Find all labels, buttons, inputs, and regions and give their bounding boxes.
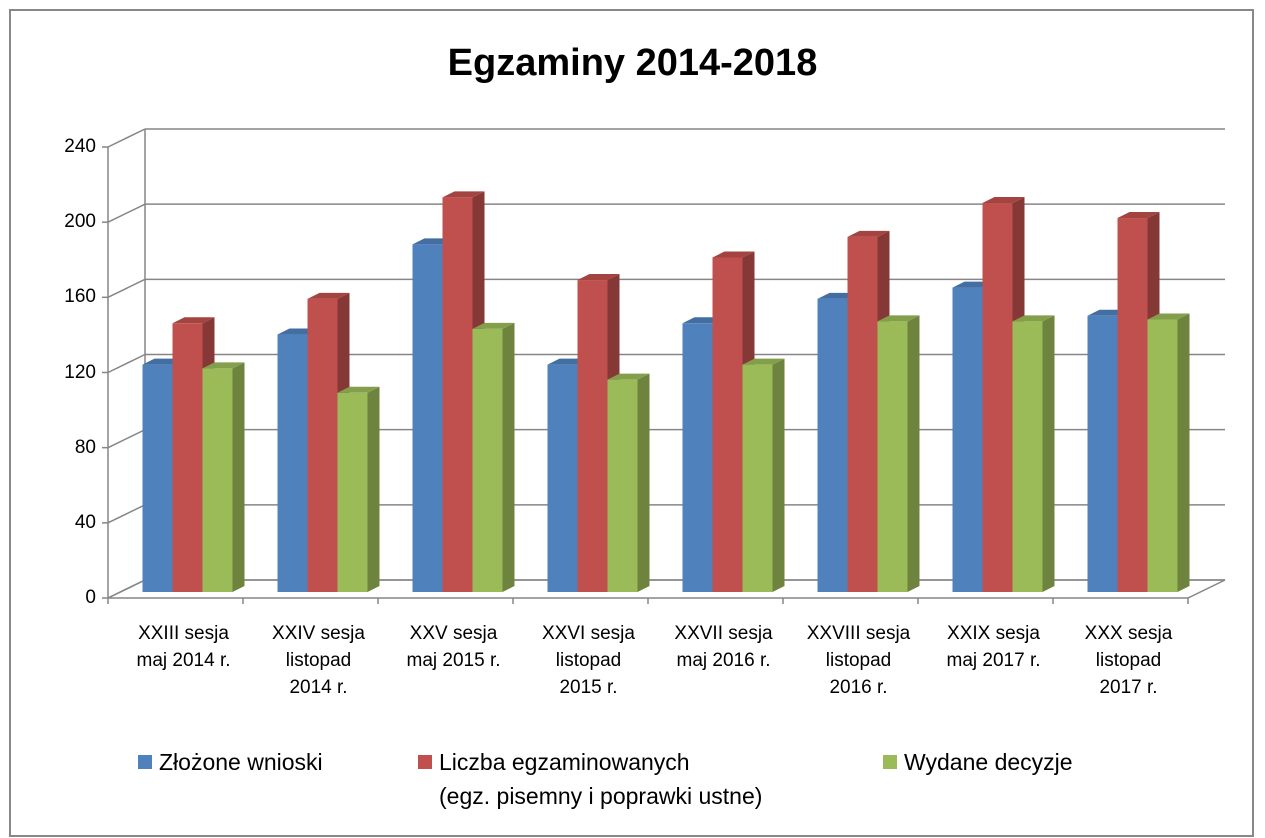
bar: [1012, 321, 1043, 592]
bar-top: [472, 322, 515, 329]
bar: [472, 328, 503, 592]
bar-top: [607, 373, 650, 380]
bar-top: [877, 315, 920, 322]
legend-swatch: [418, 755, 432, 769]
grid-diagonal: [107, 353, 146, 374]
bar: [442, 197, 473, 592]
bar: [952, 287, 983, 592]
bar: [307, 298, 338, 592]
bar: [742, 364, 773, 592]
bar: [877, 321, 908, 592]
bar-side: [1177, 313, 1190, 592]
bar-top: [742, 358, 785, 365]
bar-top: [712, 251, 755, 258]
bar-side: [637, 373, 650, 592]
grid-diagonal: [107, 428, 146, 449]
bar: [682, 323, 713, 592]
bar: [202, 368, 233, 592]
x-tick-label: XXX sesja listopad 2017 r.: [1084, 623, 1173, 698]
legend-label: Wydane decyzje: [904, 749, 1073, 775]
bar-top: [1147, 313, 1190, 320]
bar-side: [502, 322, 515, 592]
bar-side: [1042, 315, 1055, 592]
grid-diagonal: [107, 128, 146, 148]
legend-swatch: [138, 755, 152, 769]
bar-top: [577, 274, 620, 281]
bar: [712, 257, 743, 592]
bar: [577, 280, 608, 592]
bar-side: [367, 386, 380, 592]
x-tick-label: XXVI sesja listopad 2015 r.: [542, 623, 635, 698]
chart-title: Egzaminy 2014-2018: [447, 42, 818, 84]
y-tick-label: 0: [85, 587, 96, 608]
y-tick-label: 120: [64, 361, 96, 383]
y-tick-label: 200: [64, 211, 96, 233]
bar: [607, 379, 638, 592]
bar: [1147, 319, 1178, 592]
bar: [847, 236, 878, 592]
bar: [412, 244, 443, 592]
bar: [1117, 218, 1148, 592]
y-tick-label: 80: [74, 436, 96, 458]
bar: [547, 364, 578, 592]
chart-border: [9, 9, 1254, 837]
x-tick-label: XXV sesja maj 2015 r.: [406, 623, 501, 671]
x-tick-label: XXVIII sesja listopad 2016 r.: [806, 623, 911, 698]
y-tick-label: 240: [64, 136, 96, 157]
x-tick-label: XXVII sesja maj 2016 r.: [674, 623, 773, 671]
bar-top: [847, 230, 890, 237]
bar: [277, 334, 308, 592]
bar-side: [772, 358, 785, 592]
bar: [337, 392, 368, 592]
grid-diagonal: [107, 278, 146, 299]
y-tick-label: 40: [74, 511, 96, 533]
bar-top: [307, 292, 350, 299]
bar: [142, 364, 173, 592]
bar-top: [1012, 315, 1055, 322]
grid-diagonal: [107, 203, 146, 223]
legend-swatch: [883, 755, 897, 769]
bar-top: [982, 197, 1025, 204]
bar-top: [442, 191, 485, 198]
floor: [107, 579, 1226, 599]
bar-top: [172, 317, 215, 324]
bar: [982, 203, 1013, 592]
bar-side: [907, 315, 920, 592]
bar-top: [337, 386, 380, 393]
bar: [172, 323, 203, 592]
x-tick-label: XXIX sesja maj 2017 r.: [946, 623, 1041, 671]
x-tick-label: XXIV sesja listopad 2014 r.: [272, 623, 365, 698]
grid-diagonal: [107, 579, 146, 599]
bar: [1087, 315, 1118, 592]
legend-label: Liczba egzaminowanych (egz. pisemny i po…: [439, 749, 763, 809]
x-tick-label: XXIII sesja maj 2014 r.: [136, 623, 231, 671]
bar-side: [232, 362, 245, 592]
y-tick-label: 160: [64, 286, 96, 308]
legend-label: Złożone wnioski: [159, 749, 323, 775]
grid-diagonal: [107, 504, 146, 524]
bar-top: [1117, 212, 1160, 219]
bar: [817, 298, 848, 592]
bar-top: [202, 362, 245, 369]
